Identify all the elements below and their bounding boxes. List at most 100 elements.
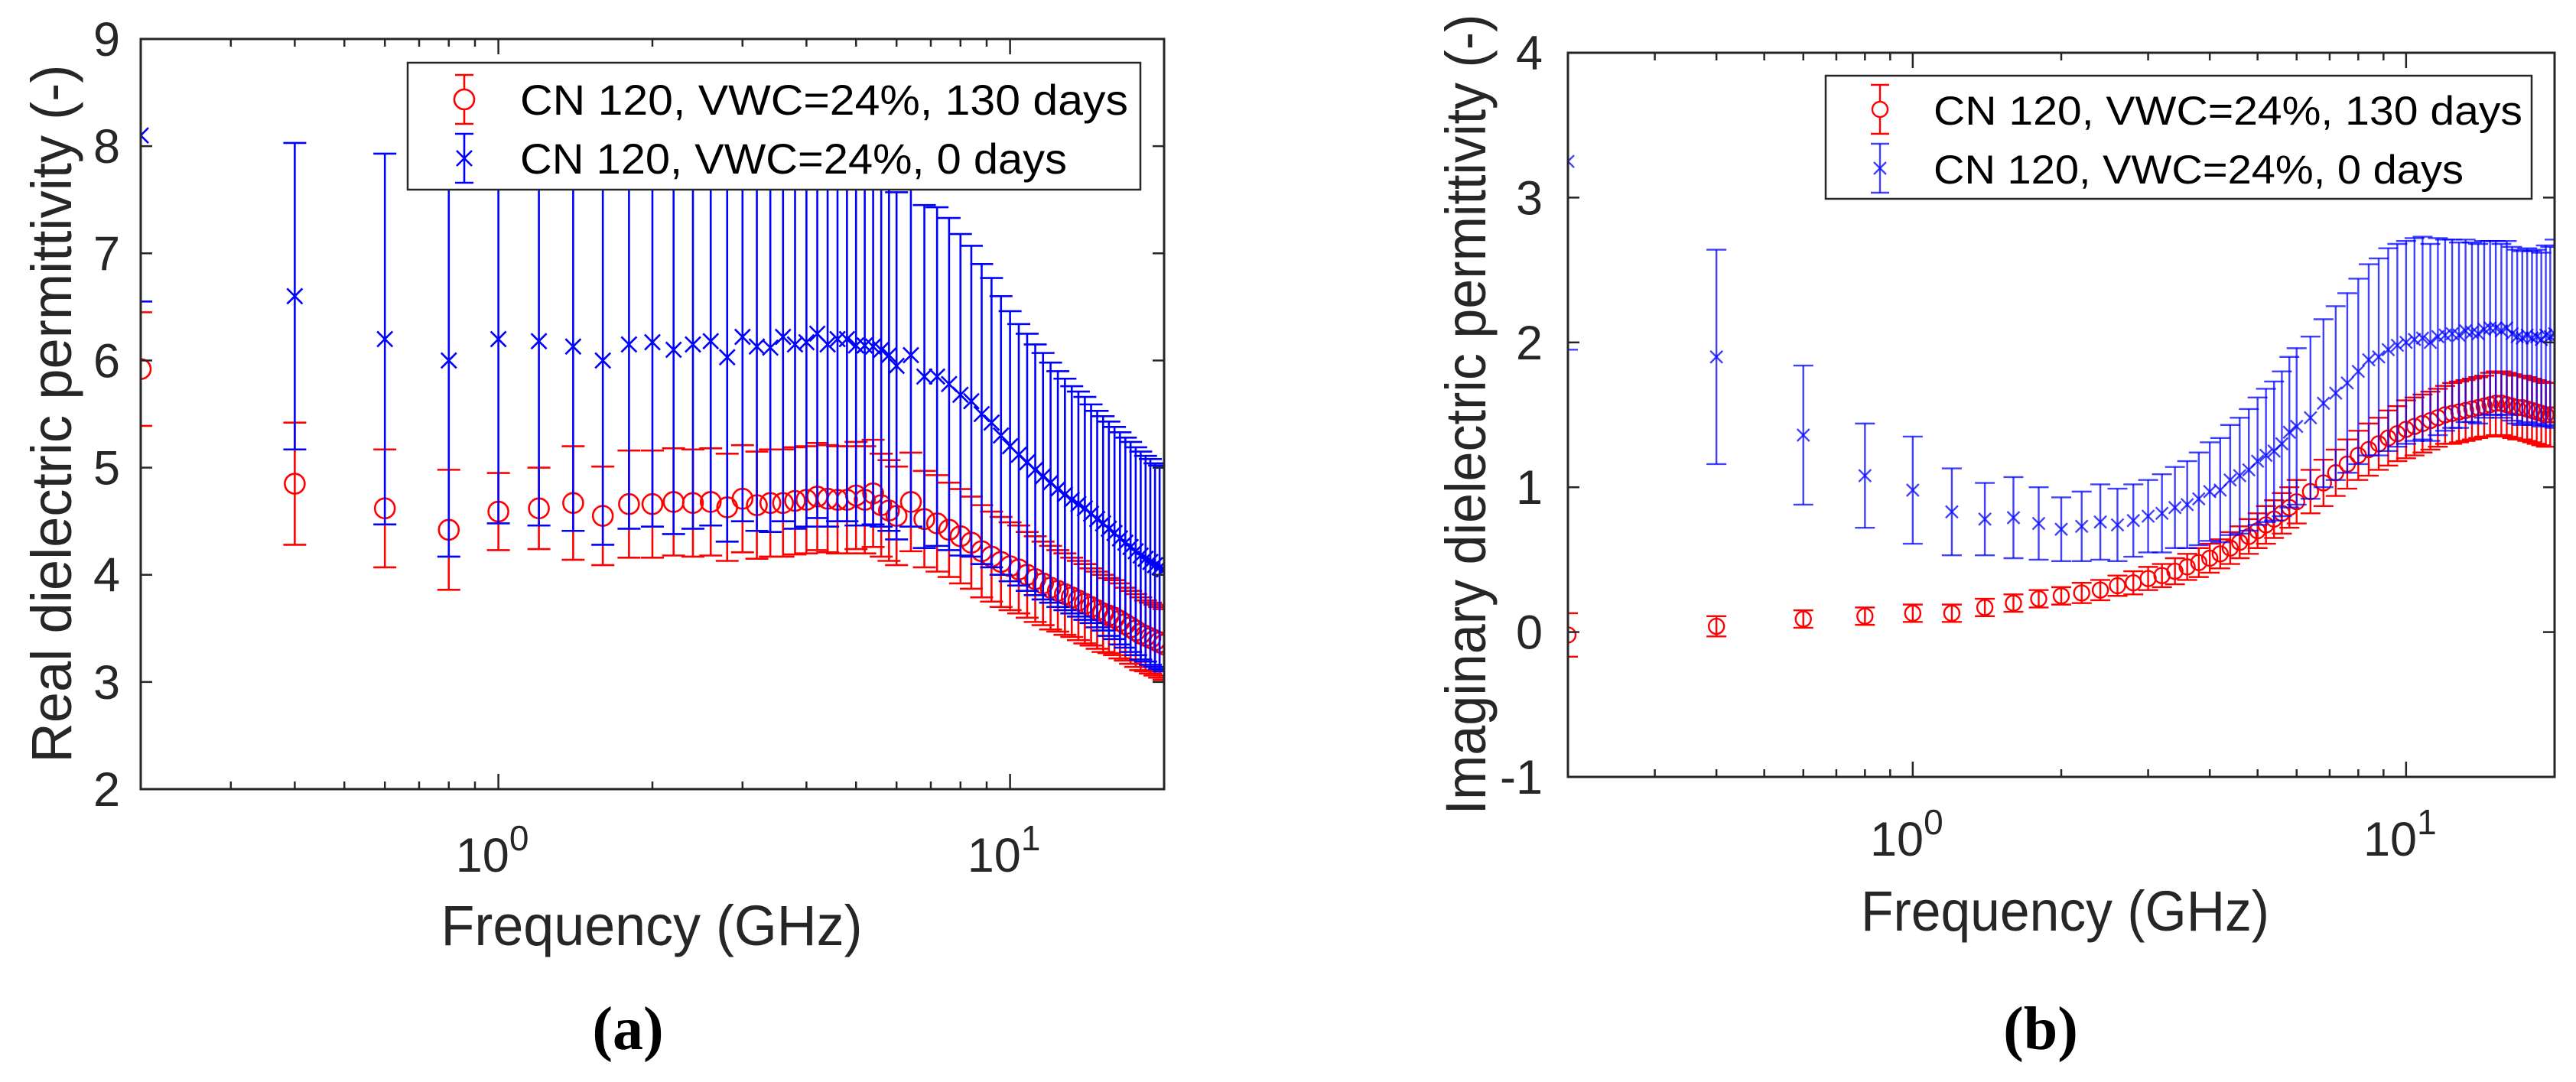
y-tick-label: 9 [93,13,120,67]
marker-x [2452,328,2466,343]
data-point [141,311,152,427]
marker-x [594,352,612,369]
marker-x [620,336,638,353]
marker-circle [2190,554,2207,571]
marker-x [2399,335,2413,349]
data-point [2210,437,2230,544]
legend-label: CN 120, VWC=24%, 0 days [1934,148,2464,193]
data-point [2123,483,2144,558]
marker-x [2372,349,2386,364]
data-point [2348,278,2369,466]
data-point [730,151,754,522]
y-axis-label-a: Real dielectric permittivity (-) [20,65,83,763]
data-point [1902,435,1923,545]
marker-x [2054,522,2068,536]
data-point [745,161,769,532]
data-point [681,159,704,530]
x-axis-label-a: Frequency (GHz) [441,894,863,957]
marker-x [490,330,507,348]
marker-x [665,341,682,359]
data-point [1568,53,1578,351]
data-point [1007,323,1031,587]
marker-x [733,328,751,346]
marker-x [2471,327,2485,341]
x-tick-label: 100 [1870,802,1943,866]
data-point [2395,240,2416,445]
marker-x [286,288,304,305]
data-point [2369,257,2389,457]
data-point [1902,603,1923,623]
data-point [1941,603,1962,623]
marker-x [644,333,661,351]
legend-marker-x [456,150,473,167]
marker-x [685,336,701,353]
marker-circle [2091,581,2109,599]
x-tick-label-base: 10 [456,829,509,882]
marker-circle [1568,626,1577,644]
data-point [2526,249,2547,425]
marker-x [819,336,836,353]
data-point [437,163,460,558]
marker-circle [2200,549,2219,567]
marker-x [2093,515,2107,529]
data-point [2522,250,2542,426]
marker-circle [1976,599,1994,616]
marker-x [748,338,766,356]
marker-x [2362,353,2376,367]
data-point [970,262,994,566]
x-tick-label-exponent: 0 [509,818,529,858]
data-point [283,141,307,451]
data-point [925,206,949,547]
data-point [1046,370,1070,609]
legend-label: CN 120, VWC=24%, 130 days [520,76,1128,124]
panel-caption-b: (b) [2003,996,2078,1063]
y-tick-label: 5 [93,442,120,496]
marker-x [2110,518,2125,532]
marker-x [2423,335,2438,349]
marker-x [1056,486,1074,503]
y-tick-label: 7 [93,227,120,281]
data-point [2123,570,2144,596]
marker-x [929,368,946,385]
marker-circle [1707,617,1725,635]
marker-x [2074,519,2089,534]
marker-x [440,352,457,369]
legend-marker-circle [453,88,476,111]
data-point [989,295,1013,577]
marker-x [2233,469,2247,483]
data-point [948,232,972,557]
marker-x [718,349,736,366]
marker-circle [1943,604,1961,622]
marker-x [963,392,980,410]
marker-x [2275,437,2289,451]
data-point [1975,597,1995,617]
data-point [2090,579,2111,602]
data-point [2545,382,2555,448]
legend-circle-errorbar-icon [1871,83,1889,135]
marker-x [2223,473,2237,487]
marker-x [916,368,933,385]
marker-x [2180,498,2194,512]
data-point [959,245,983,558]
data-point [1941,467,1962,557]
data-point [1706,249,1727,466]
marker-x [1978,512,1992,526]
data-point [527,155,551,527]
x-tick-label-exponent: 1 [1021,818,1041,858]
data-point [2545,239,2555,429]
data-point [2107,574,2128,597]
data-point [980,277,1003,569]
legend-marker-x [1873,161,1887,175]
data-point [2177,460,2197,549]
data-point [2165,466,2185,549]
data-point [591,175,615,546]
data-point [617,159,641,530]
marker-x [2415,331,2430,345]
marker-x [141,127,149,145]
marker-x [888,357,906,375]
marker-x [2303,411,2317,425]
